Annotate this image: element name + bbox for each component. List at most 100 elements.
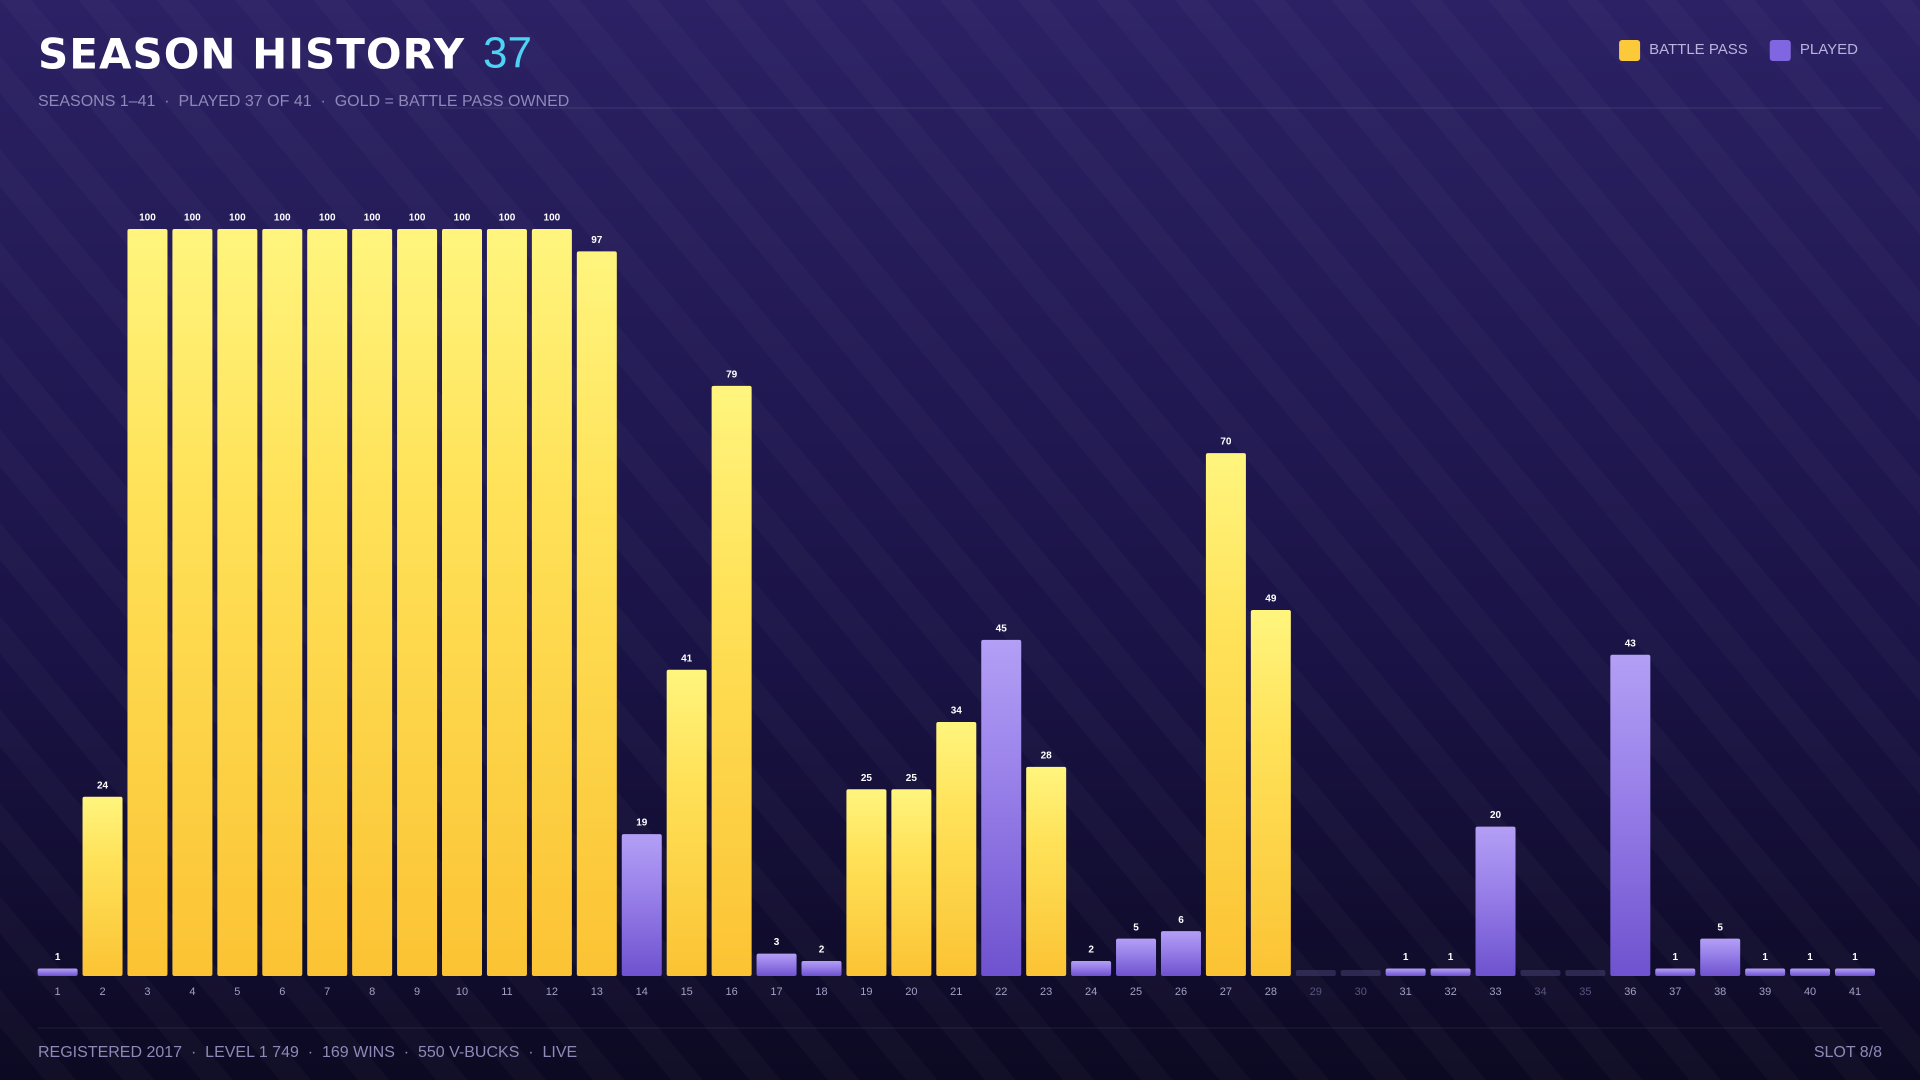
value-label: 1 <box>1672 952 1678 963</box>
x-tick-label: 15 <box>681 986 693 998</box>
legend-swatch <box>1619 40 1641 61</box>
x-tick-label: 8 <box>369 986 375 998</box>
legend-label: PLAYED <box>1800 41 1858 58</box>
bar <box>1205 453 1246 977</box>
value-label: 1 <box>1448 952 1454 963</box>
footer-slot: SLOT 8/8 <box>1814 1044 1882 1061</box>
value-label: 100 <box>499 213 516 224</box>
bar <box>801 961 842 976</box>
bar <box>217 229 258 976</box>
value-label: 100 <box>409 213 426 224</box>
x-tick-label: 11 <box>501 986 512 998</box>
x-tick-label: 6 <box>279 986 285 998</box>
footer-stats: REGISTERED 2017 · LEVEL 1 749 · 169 WINS… <box>38 1044 577 1061</box>
x-tick-label: 28 <box>1265 986 1277 998</box>
bar <box>37 968 78 976</box>
x-tick-label: 34 <box>1534 986 1546 998</box>
value-label: 100 <box>454 213 471 224</box>
bar <box>1835 968 1875 976</box>
x-tick-label: 21 <box>950 986 962 998</box>
value-label: 3 <box>774 937 780 948</box>
value-label: 45 <box>996 623 1008 634</box>
empty-season-stub <box>1340 970 1381 976</box>
bar <box>981 639 1022 976</box>
value-label: 25 <box>906 773 918 784</box>
x-tick-label: 2 <box>99 986 105 998</box>
bar <box>352 229 393 976</box>
bar <box>442 229 483 976</box>
value-label: 43 <box>1625 638 1637 649</box>
bar <box>1071 961 1112 976</box>
bar <box>1610 654 1651 976</box>
value-label: 1 <box>1762 952 1768 963</box>
bar <box>1745 968 1786 976</box>
x-tick-label: 26 <box>1175 986 1187 998</box>
bar <box>846 789 887 976</box>
value-label: 100 <box>184 213 201 224</box>
value-label: 28 <box>1041 750 1053 761</box>
bar <box>307 229 348 976</box>
value-label: 24 <box>97 780 109 791</box>
value-label: 97 <box>591 235 603 246</box>
value-label: 34 <box>951 706 963 717</box>
bar <box>262 229 303 976</box>
empty-season-stub <box>1520 970 1561 976</box>
value-label: 100 <box>544 213 561 224</box>
bar <box>936 722 977 976</box>
value-label: 6 <box>1178 915 1184 926</box>
x-tick-label: 30 <box>1355 986 1367 998</box>
bar <box>1475 826 1516 976</box>
value-label: 41 <box>681 653 693 664</box>
x-tick-label: 10 <box>456 986 468 998</box>
value-label: 100 <box>274 213 291 224</box>
value-label: 1 <box>1807 952 1813 963</box>
x-tick-label: 12 <box>546 986 558 998</box>
x-tick-label: 20 <box>905 986 917 998</box>
value-label: 49 <box>1265 594 1277 605</box>
x-tick-label: 33 <box>1489 986 1501 998</box>
x-tick-label: 4 <box>189 986 195 998</box>
value-label: 20 <box>1490 810 1502 821</box>
value-label: 1 <box>1403 952 1409 963</box>
x-tick-label: 23 <box>1040 986 1052 998</box>
value-label: 1 <box>1852 952 1858 963</box>
played-count: 37 <box>483 29 532 78</box>
x-tick-label: 31 <box>1400 986 1412 998</box>
bar <box>1116 938 1157 976</box>
x-tick-label: 41 <box>1849 986 1861 998</box>
x-tick-label: 25 <box>1130 986 1142 998</box>
bar <box>397 229 438 976</box>
x-tick-label: 5 <box>234 986 240 998</box>
bar <box>1250 609 1291 976</box>
bar <box>172 229 213 976</box>
bar <box>1160 931 1201 976</box>
value-label: 70 <box>1220 437 1232 448</box>
x-tick-label: 27 <box>1220 986 1232 998</box>
empty-season-stub <box>1565 970 1606 976</box>
value-label: 2 <box>1088 945 1094 956</box>
x-tick-label: 1 <box>55 986 61 998</box>
bar <box>576 251 617 976</box>
x-tick-label: 14 <box>636 986 648 998</box>
x-tick-label: 24 <box>1085 986 1097 998</box>
bar <box>621 834 662 976</box>
x-tick-label: 22 <box>995 986 1007 998</box>
value-label: 5 <box>1717 922 1723 933</box>
x-tick-label: 35 <box>1579 986 1591 998</box>
subtitle: SEASONS 1–41 · PLAYED 37 OF 41 · GOLD = … <box>38 93 569 110</box>
bar <box>666 669 707 976</box>
bar <box>127 229 168 976</box>
x-tick-label: 18 <box>815 986 827 998</box>
value-label: 1 <box>55 952 61 963</box>
value-label: 100 <box>139 213 156 224</box>
empty-season-stub <box>1295 970 1336 976</box>
title: SEASON HISTORY <box>38 30 465 79</box>
value-label: 19 <box>636 818 648 829</box>
value-label: 100 <box>229 213 246 224</box>
value-label: 25 <box>861 773 873 784</box>
value-label: 100 <box>364 213 381 224</box>
x-tick-label: 9 <box>414 986 420 998</box>
bar <box>1790 968 1831 976</box>
